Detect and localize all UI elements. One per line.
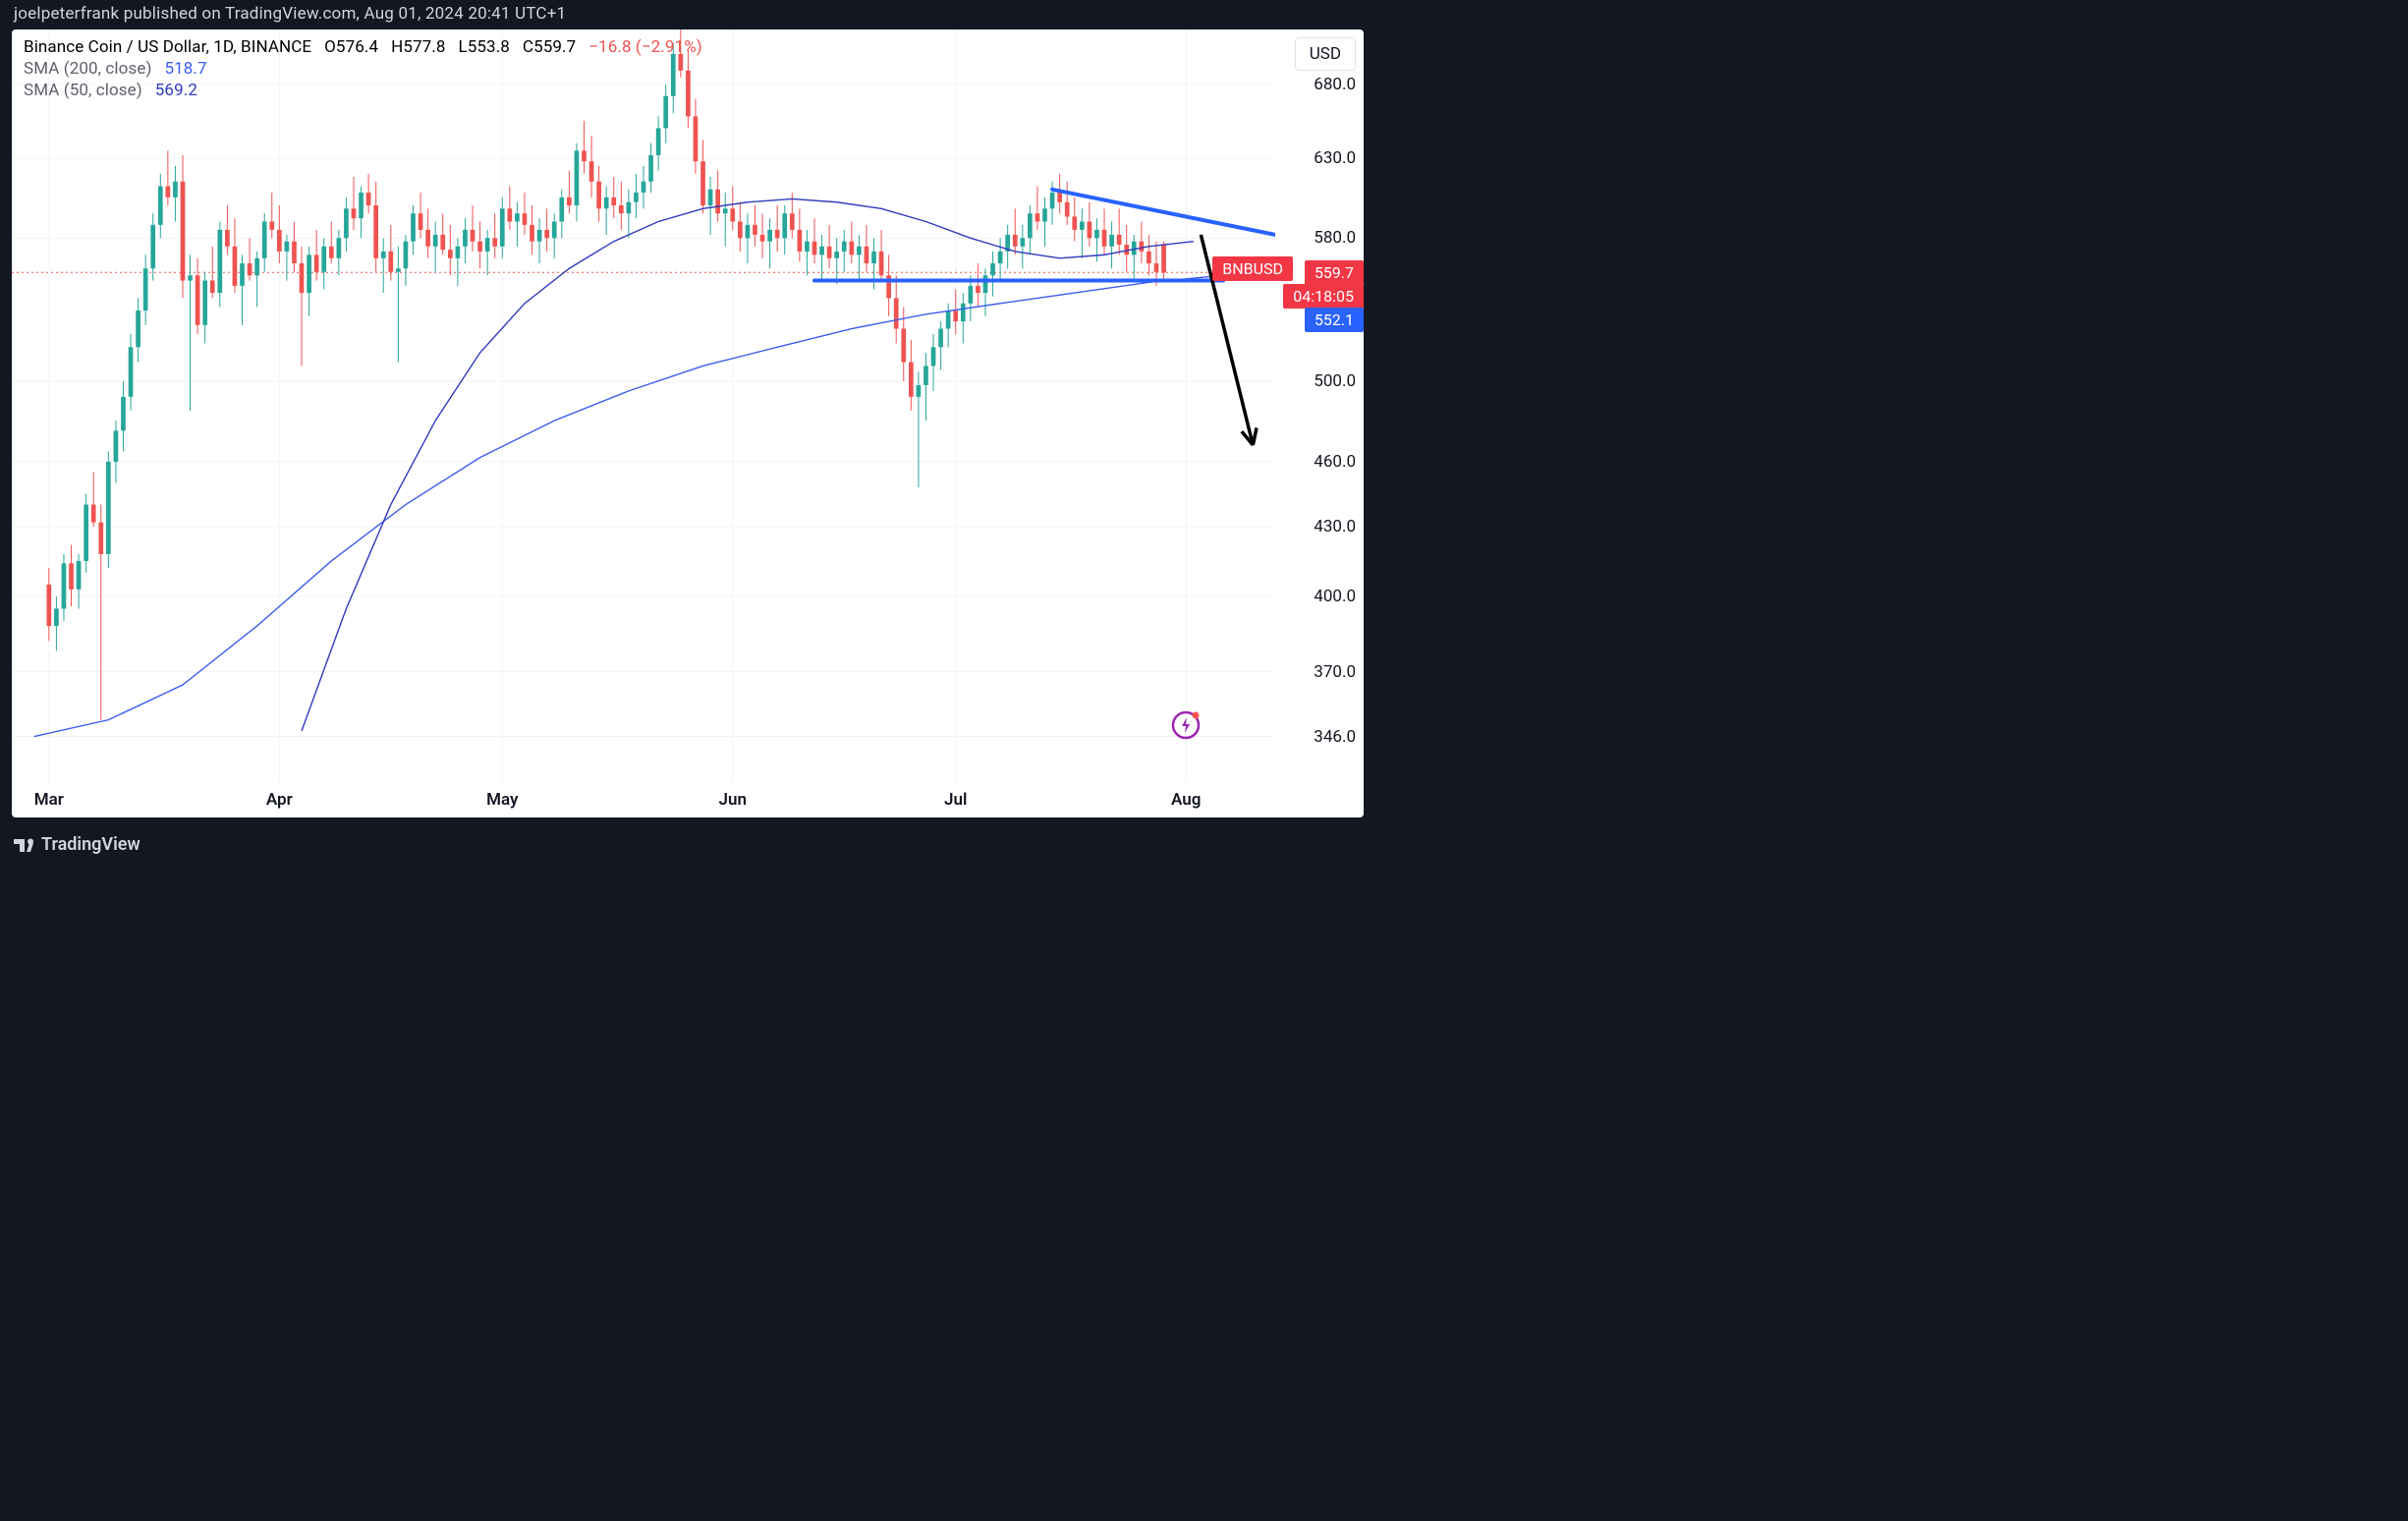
y-tick-label: 460.0	[1314, 452, 1356, 472]
y-tick-label: 680.0	[1314, 75, 1356, 94]
sma50-label: SMA (50, close)	[24, 81, 142, 100]
sma200-value: 518.7	[164, 59, 206, 79]
lightning-bolt-icon	[1170, 709, 1202, 741]
close-value: C559.7	[523, 37, 576, 57]
low-value: L553.8	[458, 37, 509, 57]
chart-svg	[12, 29, 1275, 782]
y-tick-label: 580.0	[1314, 228, 1356, 248]
y-tick-label: 500.0	[1314, 371, 1356, 391]
change-value: −16.8 (−2.91%)	[588, 37, 702, 57]
tradingview-footer-text: TradingView	[41, 834, 140, 855]
y-tick-label: 370.0	[1314, 662, 1356, 682]
tradingview-footer: TradingView	[14, 834, 140, 855]
quote-currency-badge[interactable]: USD	[1295, 37, 1356, 71]
x-tick-label: Aug	[1171, 790, 1201, 810]
y-tick-label: 346.0	[1314, 727, 1356, 747]
tradingview-logo-icon	[14, 838, 35, 852]
y-tick-label: 630.0	[1314, 148, 1356, 168]
chart-container[interactable]: USD Binance Coin / US Dollar, 1D, BINANC…	[12, 29, 1364, 817]
price-tag: BNBUSD	[1212, 256, 1293, 281]
x-tick-label: Mar	[34, 790, 64, 810]
open-value: O576.4	[324, 37, 378, 57]
y-axis[interactable]: 680.0 630.0 580.0 500.0 460.0 430.0 400.0 370.0…	[1275, 29, 1364, 782]
chart-plot-area[interactable]	[12, 29, 1275, 782]
high-value: H577.8	[391, 37, 445, 57]
symbol-name: Binance Coin / US Dollar, 1D, BINANCE	[24, 37, 311, 57]
x-tick-label: Apr	[266, 790, 293, 810]
sma200-label: SMA (200, close)	[24, 59, 151, 79]
publish-header: joelpeterfrank published on TradingView.…	[0, 0, 1375, 29]
x-tick-label: May	[486, 790, 518, 810]
x-axis[interactable]: Mar Apr May Jun Jul Aug	[12, 782, 1275, 817]
y-tick-label: 430.0	[1314, 517, 1356, 536]
x-tick-label: Jul	[944, 790, 967, 810]
price-tag: 04:18:05	[1283, 284, 1364, 309]
price-tag: 552.1	[1305, 308, 1364, 332]
sma50-value: 569.2	[155, 81, 197, 100]
symbol-info: Binance Coin / US Dollar, 1D, BINANCE O5…	[24, 37, 702, 102]
y-tick-label: 400.0	[1314, 587, 1356, 606]
price-tag: 559.7	[1305, 260, 1364, 285]
publish-text: joelpeterfrank published on TradingView.…	[14, 4, 566, 24]
x-tick-label: Jun	[719, 790, 747, 810]
